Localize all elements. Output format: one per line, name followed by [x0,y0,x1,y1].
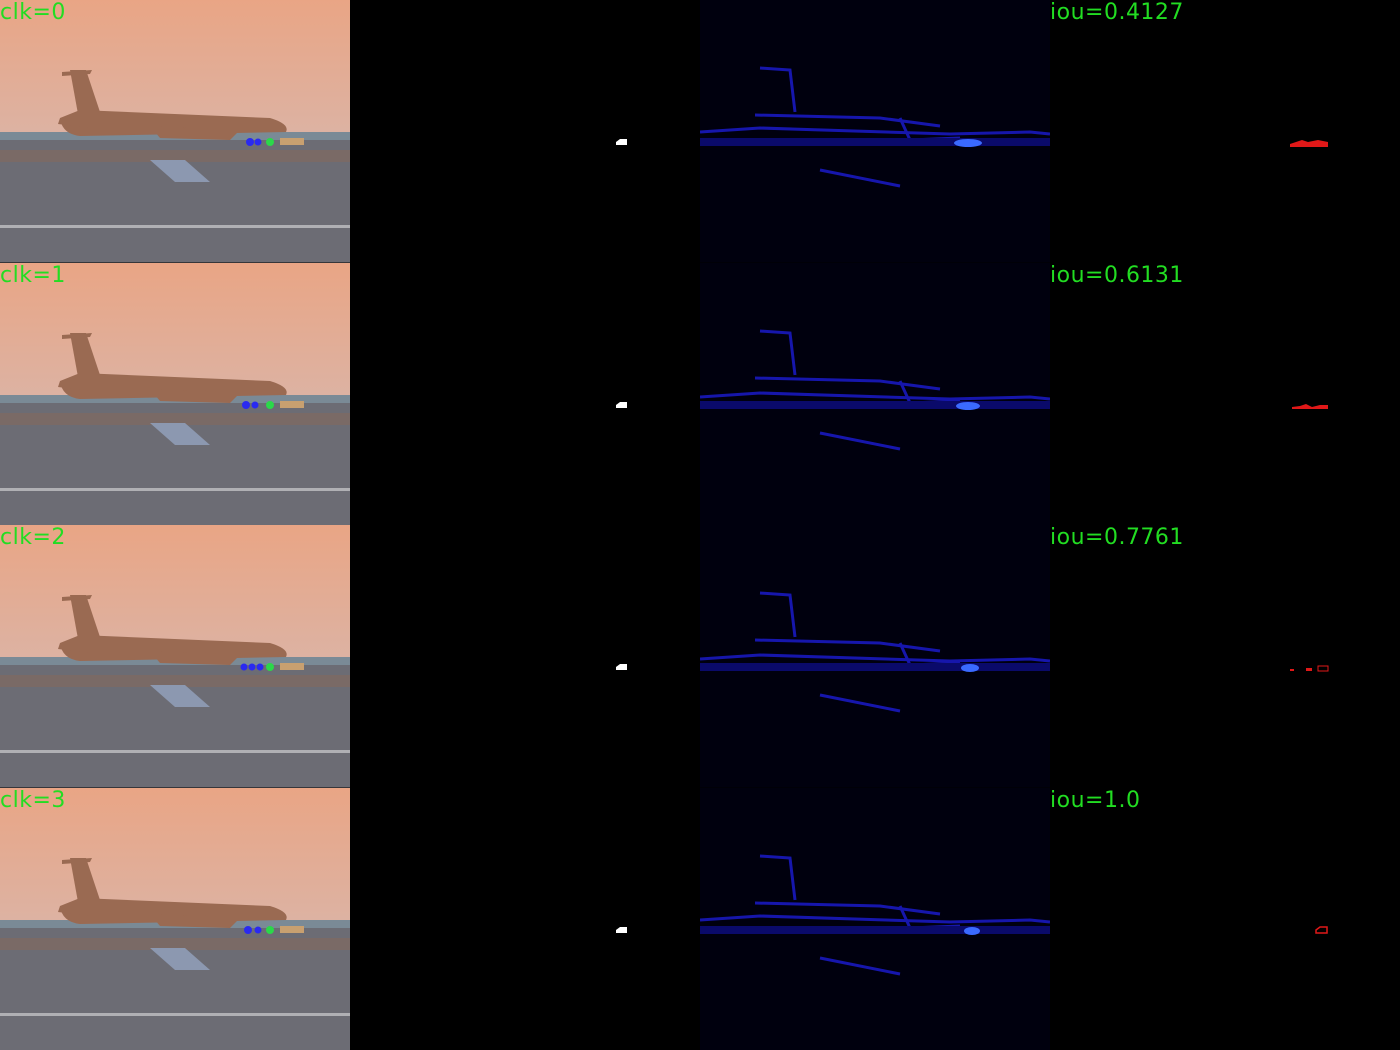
gt-mask-region [616,926,627,933]
negative-click-marker [251,401,259,408]
click-count-label: clk=0 [0,0,66,25]
predicted-mask-region [1306,668,1312,671]
gt-mask-region [616,664,627,670]
ground-truth-mask-panel [350,263,700,526]
airplane-photo [0,525,350,788]
iou-score-label: iou=0.6131 [1050,262,1184,288]
negative-click-marker [244,925,252,934]
predicted-mask-panel: iou=0.4127 [1050,0,1400,263]
high-probability-region [961,664,979,672]
high-probability-region [956,401,980,410]
predicted-mask-panel: iou=0.6131 [1050,263,1400,526]
probability-map-panel [700,0,1050,263]
ground-truth-mask-panel [350,788,700,1050]
positive-click-marker [266,138,274,146]
input-image-panel: clk=2 [0,525,350,788]
predicted-mask-panel: iou=0.7761 [1050,525,1400,788]
airplane-photo [0,787,350,1050]
row-click-2: clk=2 [0,525,1400,788]
ground-truth-mask-panel [350,525,700,788]
probability-map-panel [700,525,1050,788]
iou-score-label: iou=1.0 [1050,787,1141,813]
airplane-photo [0,262,350,525]
gt-mask-region [616,139,627,145]
probability-map-panel [700,262,1050,525]
row-click-0: clk=0 [0,0,1400,263]
high-probability-region [964,926,980,935]
predicted-mask-region [1317,665,1329,672]
input-image-panel: clk=0 [0,0,350,263]
ground-truth-mask-panel [350,0,700,263]
airplane-photo [0,0,350,263]
predicted-mask-region [1315,925,1328,934]
negative-click-marker [254,138,262,146]
positive-click-marker [266,400,274,409]
click-count-label: clk=2 [0,525,66,550]
predicted-mask-region [1290,669,1294,671]
input-image-panel: clk=1 [0,262,350,525]
probability-map-panel [700,787,1050,1050]
row-click-3: clk=3 [0,787,1400,1050]
gt-mask-region [616,401,627,408]
high-probability-region [954,139,982,147]
predicted-mask-region [1292,403,1328,409]
click-count-label: clk=3 [0,787,66,813]
positive-click-marker [266,663,274,671]
negative-click-marker [254,926,262,933]
negative-click-marker [240,663,248,671]
input-image-panel: clk=3 [0,787,350,1050]
row-click-1: clk=1 [0,262,1400,526]
iou-score-label: iou=0.4127 [1050,0,1184,25]
positive-click-marker [266,925,274,934]
negative-click-marker [256,663,264,671]
predicted-mask-region [1290,140,1328,147]
iou-score-label: iou=0.7761 [1050,525,1184,550]
negative-click-marker [246,138,254,146]
negative-click-marker [242,400,250,409]
click-count-label: clk=1 [0,262,66,288]
negative-click-marker [248,663,256,671]
predicted-mask-panel: iou=1.0 [1050,788,1400,1050]
